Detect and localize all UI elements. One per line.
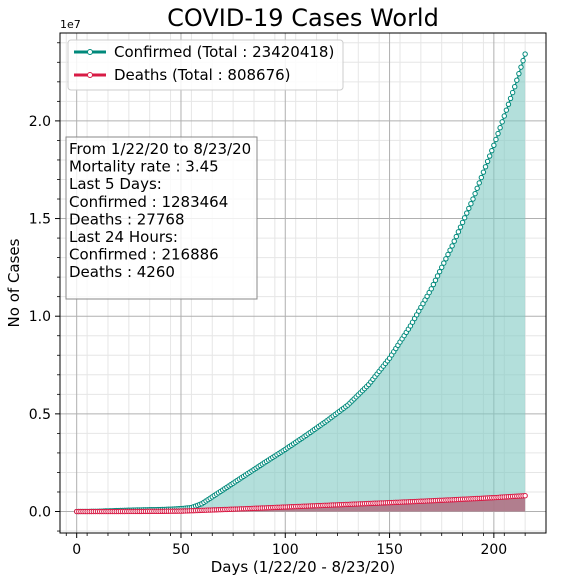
data-point xyxy=(453,233,460,240)
stats-box-frame xyxy=(65,136,258,300)
data-point xyxy=(470,196,476,202)
data-point xyxy=(436,268,443,275)
data-point xyxy=(459,219,466,226)
y-tick-label: 0.0 xyxy=(29,505,51,521)
axis-ticks: 0 50 100 150 200 0.0 0.5 1.0 1.5 2.0 xyxy=(29,42,526,558)
x-tick-label: 150 xyxy=(376,542,403,558)
data-point xyxy=(472,190,478,197)
data-point xyxy=(439,264,445,271)
data-point xyxy=(443,256,449,262)
y-tick-label: 1.5 xyxy=(29,212,51,228)
data-point xyxy=(522,51,528,57)
stats-line: Last 5 Days: xyxy=(69,175,162,193)
stats-line: Mortality rate : 3.45 xyxy=(69,158,219,176)
data-point xyxy=(497,125,503,131)
series-markers xyxy=(73,51,528,515)
legend-frame xyxy=(67,39,344,91)
chart-title: COVID-19 Cases World xyxy=(167,4,439,32)
data-point xyxy=(445,251,451,258)
data-point xyxy=(441,260,447,266)
data-point xyxy=(464,210,470,216)
data-point xyxy=(499,119,505,125)
data-point xyxy=(480,169,487,175)
data-point xyxy=(466,205,472,212)
data-point xyxy=(516,70,522,77)
stats-line: Confirmed : 216886 xyxy=(69,246,219,264)
data-point xyxy=(461,215,468,221)
data-point xyxy=(449,243,455,249)
stats-line: From 1/22/20 to 8/23/20 xyxy=(69,140,251,158)
stats-line: Last 24 Hours: xyxy=(69,228,178,246)
data-point xyxy=(503,107,510,113)
data-point xyxy=(495,130,501,137)
stats-line: Confirmed : 1283464 xyxy=(69,193,228,211)
data-point xyxy=(514,77,520,83)
data-point xyxy=(522,493,528,499)
data-point xyxy=(432,277,439,283)
data-point xyxy=(486,153,493,159)
data-point xyxy=(484,158,491,165)
plot-frame xyxy=(59,32,547,534)
data-point xyxy=(457,224,464,230)
x-axis-label: Days (1/22/20 - 8/23/20) xyxy=(211,558,396,576)
x-tick-label: 200 xyxy=(480,542,507,558)
data-point xyxy=(501,113,507,119)
data-point xyxy=(476,180,482,186)
stats-line: Deaths : 4260 xyxy=(69,263,175,281)
x-tick-label: 50 xyxy=(172,542,190,558)
data-point xyxy=(428,286,434,292)
y-axis-label: No of Cases xyxy=(5,238,23,327)
data-point xyxy=(512,84,518,90)
data-point xyxy=(518,64,524,70)
area-1 xyxy=(76,495,526,512)
data-point xyxy=(447,247,453,253)
data-point xyxy=(493,136,499,143)
data-point xyxy=(434,273,441,279)
legend-marker-1 xyxy=(87,72,93,78)
data-point xyxy=(507,95,514,102)
y-tick-label: 1.0 xyxy=(29,309,51,325)
x-tick-label: 0 xyxy=(72,542,81,558)
stats-line: Deaths : 27768 xyxy=(69,210,184,228)
data-point xyxy=(478,174,485,181)
data-point xyxy=(482,164,489,170)
legend-marker-0 xyxy=(87,49,93,55)
data-point xyxy=(520,57,526,64)
data-point xyxy=(491,142,497,149)
data-point xyxy=(430,281,437,288)
data-point xyxy=(451,238,457,244)
data-point xyxy=(455,229,462,235)
data-point xyxy=(474,185,480,191)
x-tick-label: 100 xyxy=(272,542,299,558)
legend-label-0: Confirmed (Total : 23420418) xyxy=(114,43,334,61)
y-offset-label: 1e7 xyxy=(60,18,81,31)
area-0 xyxy=(76,54,526,512)
data-point xyxy=(489,147,495,154)
legend-label-1: Deaths (Total : 808676) xyxy=(114,66,291,84)
data-point xyxy=(505,101,512,107)
y-tick-label: 0.5 xyxy=(29,407,51,423)
data-point xyxy=(509,89,516,96)
legend: Confirmed (Total : 23420418) Deaths (Tota… xyxy=(67,39,344,91)
data-point xyxy=(468,201,474,207)
y-tick-label: 2.0 xyxy=(29,114,51,130)
area-fills xyxy=(76,54,526,512)
